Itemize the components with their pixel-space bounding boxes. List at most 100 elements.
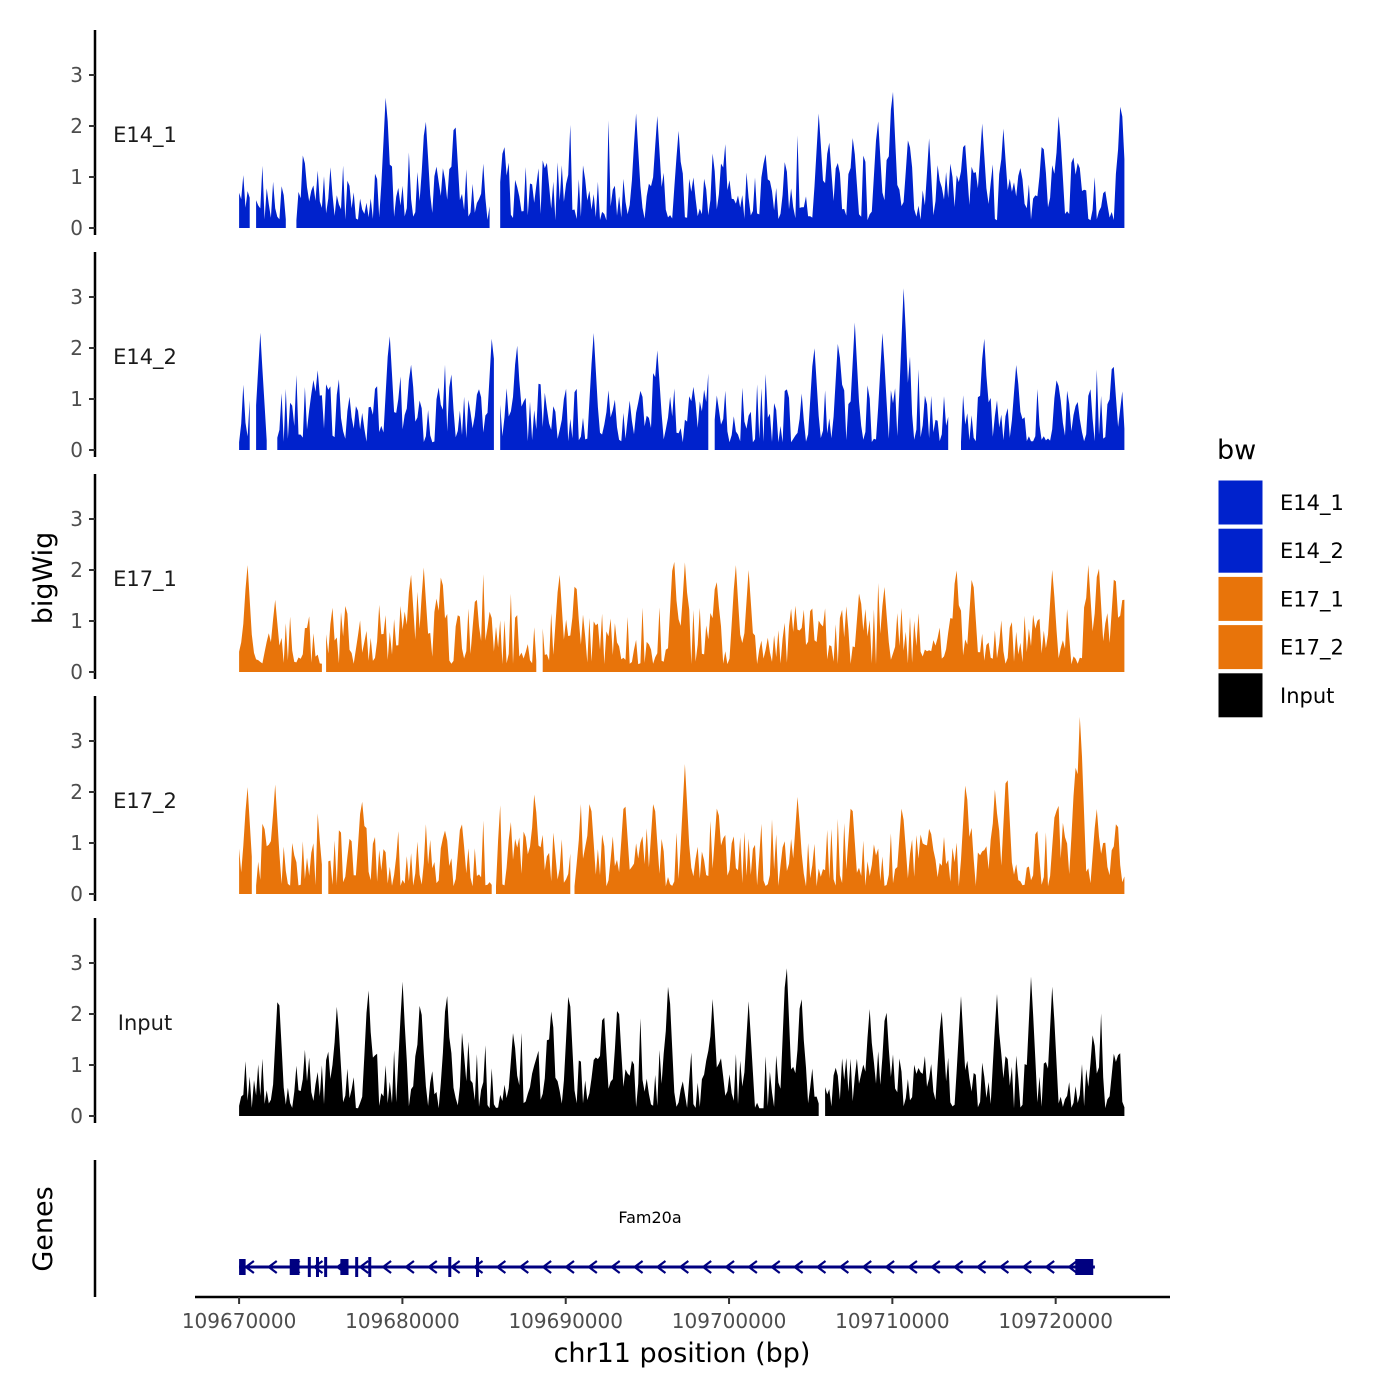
strand-arrow (244, 1260, 255, 1274)
y-tick-label: 3 (70, 951, 83, 975)
legend-swatch (1217, 575, 1264, 622)
area-e14_1 (256, 165, 286, 228)
area-e14_1 (296, 97, 490, 228)
y-tick-label: 0 (70, 1104, 83, 1128)
area-e17_1 (239, 565, 322, 672)
facet-label: E14_2 (113, 345, 177, 370)
y-tick-label: 0 (70, 882, 83, 906)
strand-arrow (1067, 1260, 1078, 1274)
strand-arrow (678, 1260, 689, 1274)
facet-label: Input (118, 1011, 172, 1035)
legend-title: bw (1217, 435, 1256, 466)
strand-arrow (815, 1260, 827, 1274)
area-e17_2 (256, 784, 322, 894)
strand-arrow (632, 1260, 644, 1274)
x-tick-label: 109670000 (182, 1309, 297, 1333)
strand-arrow (404, 1260, 415, 1274)
track-panel-e17_2: 0 1 2 3 E17_2 (70, 696, 1125, 906)
gene-track: Fam20a (93, 1160, 1095, 1297)
y-tick-label: 3 (70, 729, 83, 753)
legend: bw E14_1 E14_2 E17_1 E17_2 Input (1217, 435, 1344, 719)
gene-exon-small (324, 1257, 328, 1277)
strand-arrow (952, 1260, 964, 1274)
area-e17_1 (542, 561, 1125, 672)
x-axis: 109670000 109680000 109690000 109700000 1097… (182, 1295, 1170, 1333)
track-panels: 0 1 2 3 E14_1 0 1 2 3 E14_2 0 1 2 3 E17_1 0 1 2 3 E17_2 0 1 2 3… (70, 30, 1125, 1128)
area-e14_2 (256, 332, 267, 450)
area-e17_2 (328, 801, 492, 894)
legend-swatch (1217, 479, 1264, 526)
strand-arrow (312, 1260, 324, 1274)
legend-swatch (1217, 624, 1264, 671)
x-tick-label: 109700000 (672, 1309, 787, 1333)
strand-arrow (975, 1260, 987, 1274)
strand-arrow (792, 1260, 804, 1274)
track-panel-input: 0 1 2 3 Input (70, 918, 1125, 1128)
strand-arrow (907, 1260, 918, 1274)
gene-exon (239, 1259, 246, 1275)
y-tick-label: 3 (70, 507, 83, 531)
strand-arrow (884, 1260, 895, 1274)
gene-exon-small (307, 1257, 311, 1277)
x-tick-label: 109690000 (508, 1309, 623, 1333)
x-tick-label: 109720000 (998, 1309, 1113, 1333)
gene-exon-small (368, 1257, 372, 1277)
y-tick-label: 1 (70, 165, 83, 189)
strand-arrow (747, 1260, 758, 1274)
facet-label: E17_1 (113, 567, 177, 592)
strand-arrow (724, 1260, 735, 1274)
y-tick-label: 1 (70, 831, 83, 855)
area-e14_1 (239, 175, 250, 228)
y-tick-label: 0 (70, 216, 83, 240)
y-tick-label: 0 (70, 660, 83, 684)
legend-label: E17_1 (1280, 587, 1344, 612)
area-input (239, 968, 819, 1116)
x-tick-label: 109680000 (345, 1309, 460, 1333)
strand-arrow (426, 1260, 438, 1274)
strand-arrow (495, 1260, 507, 1274)
x-tick-label: 109710000 (835, 1309, 950, 1333)
x-axis-title: chr11 position (bp) (554, 1338, 811, 1369)
y-tick-label: 2 (70, 780, 83, 804)
legend-label: Input (1280, 684, 1334, 708)
gene-exon (1075, 1259, 1094, 1275)
y-tick-label: 3 (70, 285, 83, 309)
area-e14_2 (239, 384, 250, 450)
strand-arrow (358, 1260, 369, 1274)
y-tick-label: 1 (70, 387, 83, 411)
strand-arrow (381, 1260, 392, 1274)
y-tick-label: 2 (70, 1002, 83, 1026)
gene-name-label: Fam20a (618, 1208, 681, 1227)
strand-arrow (266, 1260, 278, 1274)
y-tick-label: 0 (70, 438, 83, 462)
gene-exon-small (315, 1257, 319, 1277)
area-e14_2 (500, 333, 709, 450)
y-tick-label: 2 (70, 558, 83, 582)
area-e17_1 (326, 567, 537, 672)
legend-swatch (1217, 672, 1264, 719)
strand-arrow (564, 1260, 575, 1274)
strand-arrow (769, 1260, 781, 1274)
strand-arrow (701, 1260, 712, 1274)
track-panel-e14_1: 0 1 2 3 E14_1 (70, 30, 1125, 240)
facet-label: E14_1 (113, 123, 177, 148)
y-axis-title: bigWig (28, 532, 59, 625)
area-e14_1 (500, 91, 1125, 229)
strand-arrow (518, 1260, 529, 1274)
track-panel-e14_2: 0 1 2 3 E14_2 (70, 252, 1125, 462)
facet-label: E17_2 (113, 789, 177, 814)
legend-label: E14_2 (1280, 539, 1344, 564)
gene-exon (340, 1259, 349, 1275)
strand-arrow (1021, 1260, 1032, 1274)
area-input (825, 976, 1125, 1116)
y-tick-label: 1 (70, 609, 83, 633)
y-tick-label: 3 (70, 63, 83, 87)
strand-arrow (472, 1260, 484, 1274)
legend-label: E14_1 (1280, 491, 1344, 516)
genes-axis-title: Genes (28, 1186, 59, 1271)
legend-swatch (1217, 527, 1264, 574)
strand-arrow (929, 1260, 941, 1274)
gene-exon (289, 1259, 300, 1275)
area-e17_2 (496, 794, 571, 894)
